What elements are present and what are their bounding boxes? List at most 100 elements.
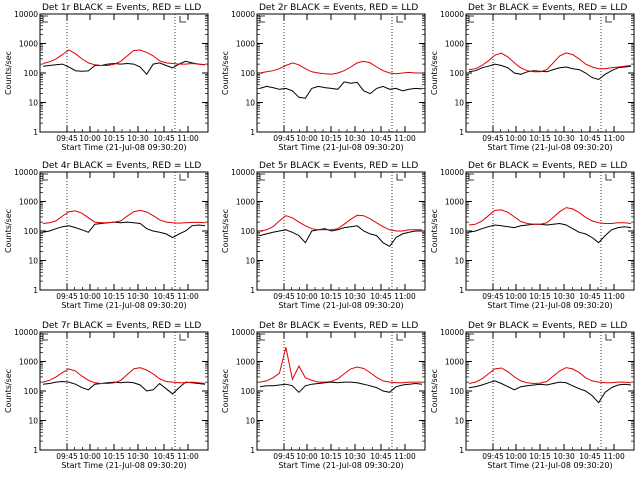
lld-series-line: [42, 49, 206, 66]
x-tick-label: 10:30: [344, 134, 366, 143]
y-tick-label: 1000: [19, 40, 38, 49]
x-axis-label: Start Time (21-Jul-08 09:30:20): [278, 301, 403, 310]
x-tick-label: 10:15: [103, 292, 125, 301]
end-bracket-mark: [179, 16, 186, 23]
y-tick-label: 10: [28, 417, 38, 426]
x-tick-label: 10:30: [127, 292, 149, 301]
panel-title: Det 7r BLACK = Events, RED = LLD: [42, 321, 201, 331]
events-series-line: [468, 222, 632, 244]
y-tick-label: 1: [250, 286, 255, 295]
events-series-line: [468, 63, 632, 81]
y-tick-label: 1: [250, 128, 255, 137]
x-tick-label: 10:00: [296, 452, 318, 461]
y-tick-label: 10: [454, 257, 464, 266]
plot-frame: [39, 13, 209, 133]
y-tick-label: 100: [450, 387, 465, 396]
y-axis-label: Counts/sec: [430, 51, 439, 95]
y-axis-label: Counts/sec: [430, 369, 439, 413]
plot-frame: [39, 331, 209, 451]
x-tick-label: 10:45: [153, 292, 175, 301]
lld-series-line: [468, 207, 632, 226]
x-tick-label: 10:15: [529, 134, 551, 143]
x-tick-label: 10:45: [153, 134, 175, 143]
y-tick-label: 1000: [236, 40, 255, 49]
y-axis-label: Counts/sec: [4, 209, 13, 253]
y-tick-label: 100: [241, 387, 256, 396]
x-tick-label: 10:00: [296, 134, 318, 143]
y-tick-label: 100: [24, 387, 39, 396]
y-tick-label: 1: [33, 128, 38, 137]
x-tick-label: 10:00: [505, 134, 527, 143]
panel-title: Det 5r BLACK = Events, RED = LLD: [259, 161, 418, 171]
x-tick-label: 10:45: [370, 292, 392, 301]
lld-series-line: [42, 209, 206, 224]
x-axis-label: Start Time (21-Jul-08 09:30:20): [278, 143, 403, 152]
start-bracket-mark: [42, 15, 48, 23]
y-axis-label: Counts/sec: [4, 51, 13, 95]
end-bracket-mark: [179, 174, 186, 181]
x-axis-label: Start Time (21-Jul-08 09:30:20): [487, 301, 612, 310]
x-tick-label: 09:45: [482, 134, 504, 143]
start-bracket-mark: [42, 333, 48, 341]
y-tick-label: 100: [241, 69, 256, 78]
start-bracket-mark: [259, 333, 265, 341]
x-tick-label: 11:00: [177, 134, 199, 143]
x-axis-label: Start Time (21-Jul-08 09:30:20): [61, 301, 186, 310]
panel-title: Det 2r BLACK = Events, RED = LLD: [259, 3, 418, 13]
y-tick-label: 10000: [231, 10, 255, 19]
x-tick-label: 10:00: [296, 292, 318, 301]
x-tick-label: 11:00: [603, 452, 625, 461]
events-series-line: [259, 225, 422, 248]
end-bracket-mark: [605, 174, 612, 181]
x-tick-label: 09:45: [482, 292, 504, 301]
x-tick-label: 10:15: [103, 134, 125, 143]
x-tick-label: 10:45: [579, 452, 601, 461]
y-tick-label: 1000: [445, 198, 464, 207]
x-axis-label: Start Time (21-Jul-08 09:30:20): [278, 461, 403, 470]
x-axis-label: Start Time (21-Jul-08 09:30:20): [61, 143, 186, 152]
end-bracket-mark: [396, 16, 403, 23]
x-tick-label: 10:30: [344, 292, 366, 301]
x-tick-label: 10:30: [344, 452, 366, 461]
lld-series-line: [259, 347, 422, 384]
x-tick-label: 10:45: [370, 134, 392, 143]
x-tick-label: 11:00: [603, 134, 625, 143]
y-axis-label: Counts/sec: [221, 51, 230, 95]
x-tick-label: 10:30: [127, 452, 149, 461]
panel-4: Det 4r BLACK = Events, RED = LLD 1 10 100 10…: [4, 161, 209, 310]
x-tick-label: 10:15: [320, 452, 342, 461]
panel-5: Det 5r BLACK = Events, RED = LLD 1 10 100 10…: [221, 161, 426, 310]
events-series-line: [259, 381, 423, 394]
events-series-line: [259, 81, 423, 99]
panel-title: Det 8r BLACK = Events, RED = LLD: [259, 321, 418, 331]
x-tick-label: 10:00: [79, 292, 101, 301]
plot-frame: [256, 331, 426, 451]
y-tick-label: 1: [250, 446, 255, 455]
y-tick-label: 100: [241, 227, 256, 236]
panel-2: Det 2r BLACK = Events, RED = LLD 1 10 100 10…: [221, 3, 426, 152]
x-tick-label: 10:15: [103, 452, 125, 461]
x-tick-label: 10:15: [320, 292, 342, 301]
x-tick-label: 09:45: [273, 134, 295, 143]
y-tick-label: 10000: [14, 10, 38, 19]
start-bracket-mark: [42, 173, 48, 181]
panel-7: Det 7r BLACK = Events, RED = LLD 1 10 100 10…: [4, 321, 209, 470]
start-bracket-mark: [468, 173, 474, 181]
x-tick-label: 11:00: [394, 292, 416, 301]
y-tick-label: 1000: [19, 358, 38, 367]
y-tick-label: 10000: [14, 168, 38, 177]
y-tick-label: 1000: [236, 358, 255, 367]
y-tick-label: 10000: [440, 10, 464, 19]
y-tick-label: 1000: [19, 198, 38, 207]
y-tick-label: 100: [450, 227, 465, 236]
x-axis-label: Start Time (21-Jul-08 09:30:20): [61, 461, 186, 470]
plot-frame: [39, 171, 209, 291]
x-tick-label: 09:45: [273, 452, 295, 461]
x-tick-label: 10:45: [579, 292, 601, 301]
y-tick-label: 10: [245, 99, 255, 108]
y-tick-label: 1000: [445, 40, 464, 49]
lld-series-line: [259, 60, 422, 75]
x-tick-label: 10:30: [127, 134, 149, 143]
lld-series-line: [259, 214, 422, 232]
